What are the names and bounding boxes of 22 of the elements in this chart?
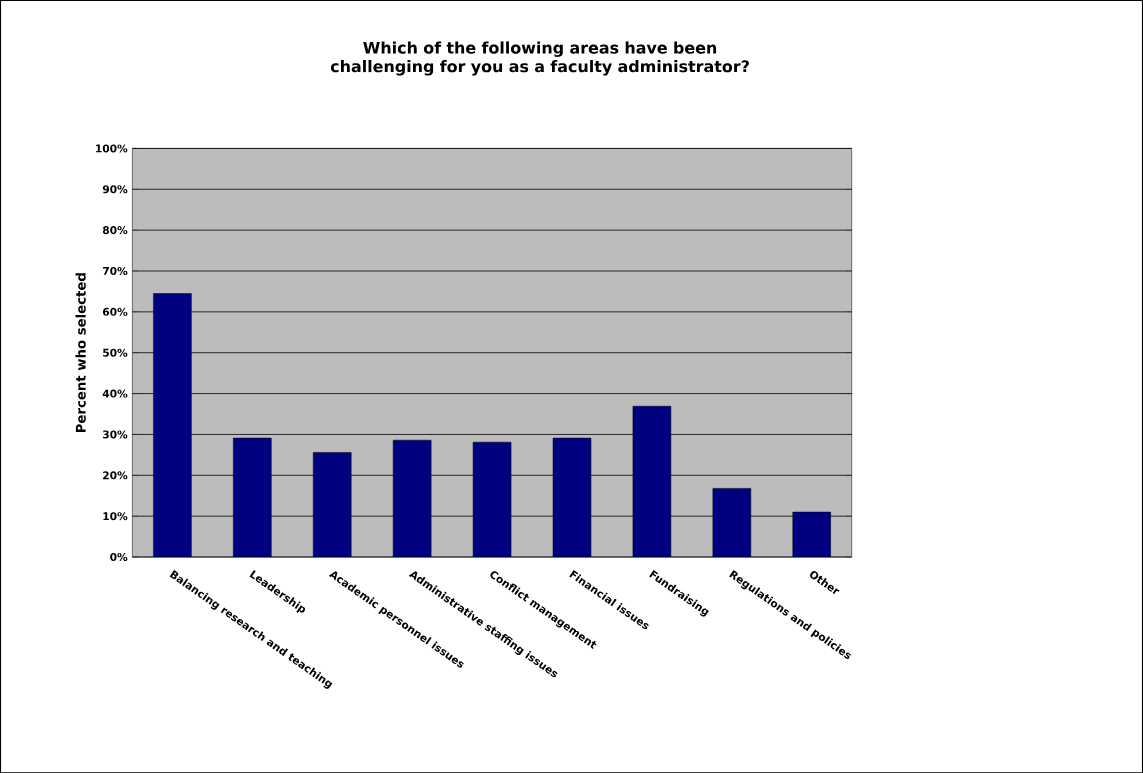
bar — [472, 441, 512, 557]
bar — [712, 487, 752, 557]
y-tick-label: 50% — [103, 348, 128, 357]
bar — [632, 405, 672, 557]
bar — [792, 511, 832, 557]
y-tick-label: 40% — [102, 389, 128, 398]
y-tick-label: 30% — [103, 430, 128, 439]
y-tick-label: 70% — [103, 266, 128, 275]
bar — [233, 437, 272, 557]
chart-title: Which of the following areas have been challenging for you as a faculty administrator? — [330, 41, 749, 76]
y-tick-label: 0% — [110, 552, 128, 561]
y-tick-label: 100% — [96, 144, 128, 153]
y-tick-label: 20% — [103, 471, 128, 480]
y-tick-label: 60% — [102, 307, 128, 316]
bar — [153, 293, 192, 557]
bar — [312, 451, 352, 557]
y-tick-label: 90% — [102, 185, 128, 194]
bar — [552, 437, 592, 557]
y-axis-title: Percent who selected — [75, 273, 86, 432]
bar — [392, 439, 432, 557]
y-tick-label: 80% — [102, 225, 128, 234]
y-tick-label: 10% — [103, 511, 128, 520]
